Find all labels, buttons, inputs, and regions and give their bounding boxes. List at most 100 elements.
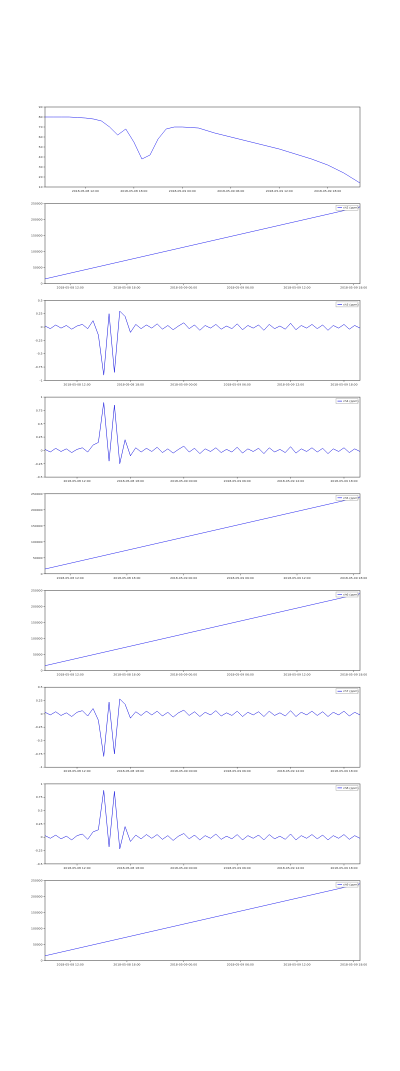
y-tick-label: 50000 bbox=[33, 653, 43, 657]
legend-label: ch9 (ppm) bbox=[343, 883, 359, 887]
legend-box bbox=[335, 591, 359, 598]
legend-box bbox=[335, 785, 359, 791]
y-tick-label: 250000 bbox=[31, 202, 43, 206]
plot-frame bbox=[44, 203, 361, 284]
x-tick-label: 2018-05-09 18:00 bbox=[330, 866, 357, 870]
chart-panel: -0.5 -0.25 0 0.25 0.5 0.75 1 2018-05-08 12:00 20… bbox=[35, 782, 361, 870]
legend-box bbox=[335, 398, 359, 404]
y-tick-label: -0.75 bbox=[35, 365, 43, 369]
x-tick-label: 2018-05-09 18:00 bbox=[330, 382, 357, 386]
x-tick-label: 2018-05-09 18:00 bbox=[340, 286, 367, 290]
x-tick-label: 2018-05-09 06:00 bbox=[227, 576, 254, 580]
y-tick-label: -0.75 bbox=[35, 752, 43, 756]
y-tick-label: 200000 bbox=[31, 508, 43, 512]
y-tick-label: 70 bbox=[39, 125, 43, 129]
legend-label: ch7 (ppm) bbox=[343, 689, 359, 693]
y-tick-label: 200000 bbox=[31, 605, 43, 609]
y-tick-label: 50 bbox=[39, 145, 43, 149]
x-tick-label: 2018-05-09 06:00 bbox=[227, 286, 254, 290]
y-tick-label: 0.5 bbox=[38, 685, 43, 689]
y-tick-label: 20 bbox=[39, 175, 43, 179]
y-tick-label: 100000 bbox=[31, 250, 43, 254]
x-tick-label: 2018-05-09 00:00 bbox=[170, 576, 197, 580]
x-tick-label: 2018-05-09 00:00 bbox=[170, 769, 197, 773]
x-tick-label: 2018-05-09 06:00 bbox=[227, 963, 254, 967]
x-tick-label: 2018-05-09 06:00 bbox=[224, 866, 251, 870]
y-tick-label: 10 bbox=[39, 185, 43, 189]
legend: ch3 (ppm) bbox=[335, 301, 359, 308]
data-line bbox=[44, 593, 361, 666]
x-tick-label: 2018-05-09 18:00 bbox=[330, 479, 357, 483]
y-tick-label: 0.25 bbox=[36, 312, 43, 316]
y-tick-label: -0.5 bbox=[37, 352, 43, 356]
y-tick-label: 0 bbox=[41, 712, 43, 716]
legend-label: ch6 (ppm) bbox=[343, 593, 359, 597]
data-line bbox=[45, 116, 361, 184]
chart-panel: 0 50000 100000 150000 200000 250000 2018-05-08… bbox=[31, 879, 367, 967]
y-tick-label: -0.25 bbox=[35, 338, 43, 342]
x-tick-label: 2018-05-08 18:00 bbox=[117, 769, 144, 773]
x-tick-label: 2018-05-08 18:00 bbox=[113, 576, 140, 580]
y-tick-label: 150000 bbox=[31, 234, 43, 238]
y-tick-label: 0.75 bbox=[36, 408, 43, 412]
data-line bbox=[44, 698, 361, 757]
legend: ch6 (ppm) bbox=[335, 591, 359, 598]
x-tick-label: 2018-05-09 12:00 bbox=[277, 479, 304, 483]
y-tick-label: -0.25 bbox=[35, 462, 43, 466]
x-tick-label: 2018-05-09 00:00 bbox=[170, 479, 197, 483]
y-tick-label: 0 bbox=[41, 282, 43, 286]
legend-box bbox=[335, 204, 359, 211]
y-tick-label: 150000 bbox=[31, 524, 43, 528]
x-tick-label: 2018-05-08 18:00 bbox=[113, 673, 140, 677]
x-tick-label: 2018-05-09 00:00 bbox=[169, 189, 196, 193]
x-tick-label: 2018-05-09 18:00 bbox=[314, 189, 341, 193]
y-tick-label: 0 bbox=[41, 572, 43, 576]
legend-label: ch5 (ppm) bbox=[343, 496, 359, 500]
y-tick-label: 40 bbox=[39, 155, 43, 159]
x-tick-label: 2018-05-08 12:00 bbox=[57, 963, 84, 967]
y-tick-label: 0 bbox=[41, 669, 43, 673]
chart-panel: 0 50000 100000 150000 200000 250000 2018-05-08… bbox=[31, 492, 367, 580]
legend: ch4 (ppm) bbox=[335, 398, 359, 404]
chart-panel: 0 50000 100000 150000 200000 250000 2018-05-08… bbox=[31, 202, 367, 290]
x-tick-label: 2018-05-08 18:00 bbox=[113, 286, 140, 290]
x-tick-label: 2018-05-09 00:00 bbox=[170, 866, 197, 870]
legend-label: ch8 (ppm) bbox=[343, 786, 359, 790]
y-tick-label: 50000 bbox=[33, 556, 43, 560]
x-tick-label: 2018-05-08 12:00 bbox=[57, 576, 84, 580]
y-tick-label: 0.5 bbox=[38, 422, 43, 426]
y-tick-label: -0.25 bbox=[35, 849, 43, 853]
data-line bbox=[44, 790, 361, 850]
legend: ch5 (ppm) bbox=[335, 495, 359, 501]
x-tick-label: 2018-05-09 12:00 bbox=[277, 769, 304, 773]
y-tick-label: 250000 bbox=[31, 492, 43, 496]
x-tick-label: 2018-05-09 12:00 bbox=[283, 576, 310, 580]
x-tick-label: 2018-05-08 12:00 bbox=[64, 382, 91, 386]
x-tick-label: 2018-05-09 00:00 bbox=[170, 382, 197, 386]
x-tick-label: 2018-05-09 06:00 bbox=[217, 189, 244, 193]
x-tick-label: 2018-05-09 12:00 bbox=[283, 963, 310, 967]
chart-panel: -0.5 -0.25 0 0.25 0.5 0.75 1 2018-05-08 12:00 20… bbox=[35, 395, 361, 483]
x-tick-label: 2018-05-09 18:00 bbox=[330, 769, 357, 773]
y-tick-label: 0 bbox=[41, 959, 43, 963]
x-tick-label: 2018-05-09 12:00 bbox=[283, 286, 310, 290]
y-tick-label: 0 bbox=[41, 325, 43, 329]
data-line bbox=[44, 883, 361, 957]
y-tick-label: 100000 bbox=[31, 637, 43, 641]
y-tick-label: -0.5 bbox=[37, 739, 43, 743]
x-tick-label: 2018-05-09 00:00 bbox=[170, 963, 197, 967]
x-tick-label: 2018-05-08 18:00 bbox=[113, 963, 140, 967]
y-tick-label: 0.25 bbox=[36, 435, 43, 439]
x-tick-label: 2018-05-09 18:00 bbox=[340, 576, 367, 580]
y-tick-label: 1 bbox=[41, 395, 43, 399]
data-line bbox=[44, 496, 361, 570]
y-tick-label: 250000 bbox=[31, 589, 43, 593]
y-tick-label: 100000 bbox=[31, 540, 43, 544]
y-tick-label: 0.5 bbox=[38, 809, 43, 813]
y-tick-label: 30 bbox=[39, 165, 43, 169]
y-tick-label: 0.75 bbox=[36, 795, 43, 799]
y-tick-label: 0 bbox=[41, 448, 43, 452]
y-tick-label: 0.25 bbox=[36, 699, 43, 703]
